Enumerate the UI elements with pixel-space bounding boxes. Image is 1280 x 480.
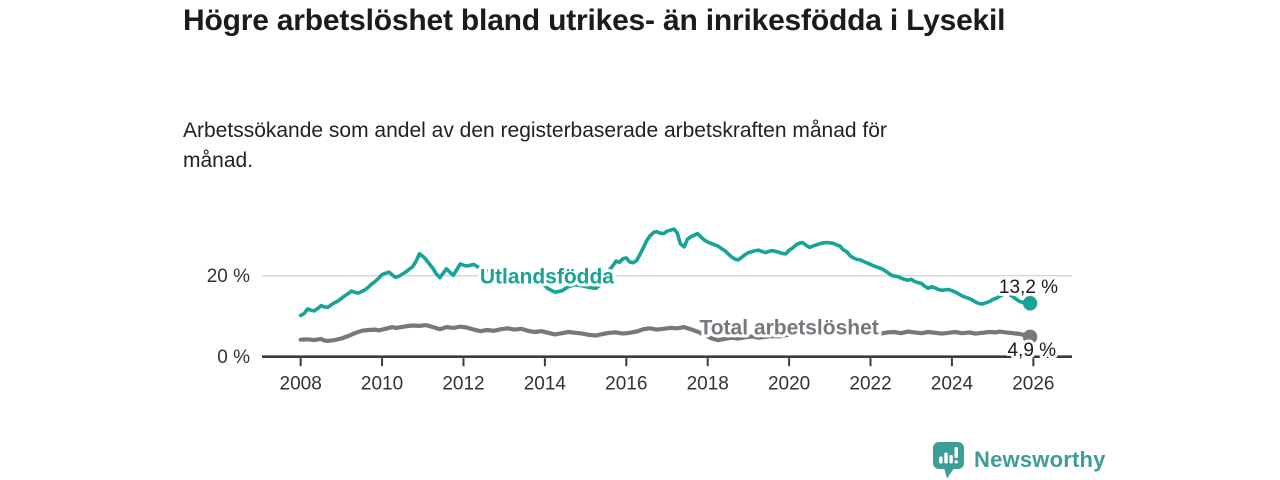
y-tick-label: 20 % [207,266,250,287]
chart-subtitle: Arbetssökande som andel av den registerb… [183,119,887,173]
end-value-label-total: 4,9 % [1007,340,1056,361]
x-tick-label: 2014 [524,374,567,395]
x-tick-label: 2012 [442,374,484,395]
end-value-label-utlandsfodda: 13,2 % [999,277,1058,298]
end-dot-utlandsfodda [1022,296,1038,311]
x-tick-label: 2024 [931,374,974,395]
newsworthy-logo-icon [933,441,964,478]
newsworthy-brand[interactable]: Newsworthy [933,441,1106,479]
x-tick-label: 2026 [1012,374,1054,395]
newsworthy-wordmark: Newsworthy [974,447,1106,472]
y-tick-label: 0 % [217,347,250,368]
series-line-utlandsfodda [298,227,1032,318]
x-tick-label: 2020 [768,374,810,395]
x-tick-label: 2016 [605,374,647,395]
series-label-utlandsfodda: Utlandsfödda [480,266,614,289]
chart-title: Högre arbetslöshet bland utrikes- än inr… [183,4,1006,37]
series-label-total: Total arbetslöshet [699,317,878,340]
x-tick-label: 2010 [361,374,403,395]
x-tick-label: 2008 [280,374,322,395]
end-dot-total [1022,329,1038,345]
unemployment-line-chart: Utlandsfödda Total arbetslöshet 2008 2010 20… [207,227,1072,395]
x-tick-label: 2022 [849,374,891,395]
series-line-total [298,323,1033,343]
x-tick-label: 2018 [687,374,729,395]
